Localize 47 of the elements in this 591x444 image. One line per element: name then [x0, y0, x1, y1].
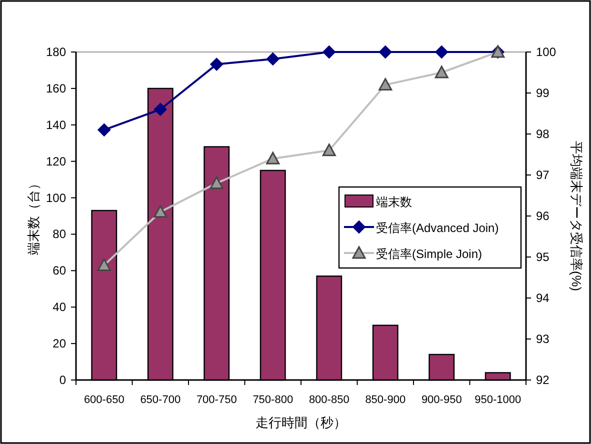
x-tick-label: 750-800	[252, 394, 294, 406]
y2-axis-title: 平均端末データ受信率(%)	[569, 140, 584, 292]
y-tick-label: 180	[46, 45, 66, 59]
y-tick-label: 160	[46, 81, 66, 96]
x-tick-label: 900-950	[421, 394, 462, 406]
y-tick-label: 20	[52, 336, 66, 351]
y-tick-label: 80	[52, 227, 66, 242]
point	[154, 102, 167, 116]
x-tick-label: 850-900	[365, 394, 406, 406]
point	[435, 46, 448, 58]
y2-tick-label: 96	[536, 209, 550, 223]
point	[154, 205, 168, 218]
y-tick-label: 100	[46, 190, 66, 205]
point	[266, 52, 280, 66]
y-tick-label: 140	[46, 118, 66, 132]
y2-tick-label: 100	[536, 45, 556, 59]
y2-tick-label: 97	[536, 168, 550, 182]
y2-tick-label: 98	[536, 127, 550, 141]
point	[322, 46, 336, 58]
x-tick-label: 650-700	[140, 394, 181, 406]
point	[266, 152, 280, 164]
legend-label: 受信率(Advanced Join)	[376, 221, 499, 235]
point	[97, 258, 111, 271]
point	[210, 176, 224, 189]
x-tick-label: 950-1000	[474, 394, 522, 406]
y-tick-label: 120	[46, 154, 66, 168]
legend-label: 端末数	[376, 195, 412, 209]
y2-tick-label: 95	[536, 250, 550, 264]
legend-label: 受信率(Simple Join)	[376, 247, 482, 261]
y2-tick-label: 92	[536, 373, 550, 387]
y2-tick-label: 94	[536, 291, 550, 305]
y2-tick-label: 99	[536, 86, 550, 100]
x-tick-label: 800-850	[308, 394, 350, 406]
y-tick-label: 40	[52, 300, 66, 314]
y2-tick-label: 93	[536, 332, 550, 346]
x-axis-title: 走行時間（秒）	[256, 415, 346, 430]
point	[434, 66, 448, 78]
point	[98, 123, 111, 136]
point	[378, 78, 392, 91]
point	[210, 58, 224, 71]
x-tick-label: 700-750	[196, 394, 237, 406]
point	[378, 46, 392, 58]
y-axis-title: 端末数（台）	[26, 177, 41, 255]
x-tick-label: 600-650	[84, 394, 124, 406]
y-tick-label: 0	[59, 373, 66, 387]
point	[322, 144, 336, 156]
y-tick-label: 60	[52, 264, 66, 278]
